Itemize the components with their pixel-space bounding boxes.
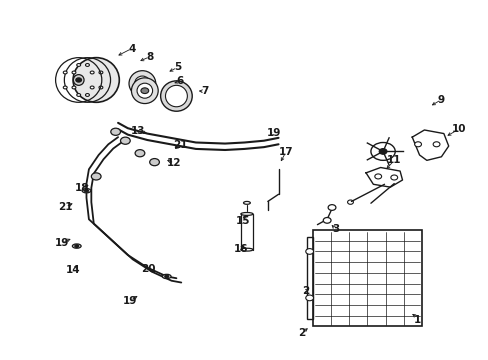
Text: 14: 14	[66, 265, 81, 275]
Bar	[306, 237, 312, 319]
Text: 21: 21	[173, 140, 187, 150]
Circle shape	[99, 71, 102, 74]
Ellipse shape	[73, 58, 119, 102]
Circle shape	[75, 245, 79, 248]
Circle shape	[138, 81, 146, 86]
Text: 2: 2	[301, 287, 308, 296]
Ellipse shape	[73, 75, 84, 85]
Circle shape	[63, 86, 67, 89]
Text: 12: 12	[167, 158, 182, 168]
Text: 15: 15	[236, 216, 250, 226]
Circle shape	[84, 189, 88, 192]
Ellipse shape	[134, 76, 150, 91]
Text: 11: 11	[386, 156, 401, 165]
Circle shape	[374, 174, 381, 179]
Circle shape	[305, 295, 313, 301]
Text: 9: 9	[437, 95, 444, 105]
Ellipse shape	[137, 83, 152, 98]
Text: 1: 1	[413, 315, 420, 325]
Ellipse shape	[129, 71, 156, 96]
Circle shape	[90, 86, 94, 89]
Ellipse shape	[162, 274, 171, 279]
Circle shape	[85, 64, 89, 66]
Circle shape	[99, 86, 102, 89]
Circle shape	[76, 78, 81, 82]
Circle shape	[77, 94, 81, 96]
Ellipse shape	[131, 78, 158, 104]
Text: 17: 17	[278, 147, 292, 157]
Circle shape	[432, 142, 439, 147]
Text: 2: 2	[298, 328, 305, 338]
Text: 3: 3	[332, 224, 339, 234]
Text: 19: 19	[123, 296, 137, 306]
Text: 10: 10	[451, 124, 466, 134]
Circle shape	[120, 137, 130, 144]
Text: 5: 5	[173, 63, 181, 72]
Circle shape	[135, 150, 144, 157]
Circle shape	[90, 71, 94, 74]
Circle shape	[323, 217, 330, 223]
Text: 4: 4	[128, 44, 135, 54]
Circle shape	[390, 175, 397, 180]
Circle shape	[327, 204, 335, 210]
Text: 16: 16	[233, 244, 247, 253]
Text: 13: 13	[131, 126, 145, 136]
Text: 8: 8	[146, 52, 153, 62]
Text: 21: 21	[58, 202, 73, 212]
Circle shape	[111, 128, 120, 135]
Circle shape	[72, 71, 76, 74]
Text: 7: 7	[201, 86, 208, 96]
Circle shape	[63, 71, 67, 74]
Circle shape	[378, 149, 386, 154]
Bar	[312, 230, 421, 327]
Ellipse shape	[72, 244, 81, 248]
Circle shape	[72, 86, 76, 89]
Circle shape	[91, 173, 101, 180]
Circle shape	[77, 64, 81, 66]
Ellipse shape	[165, 85, 187, 107]
Circle shape	[149, 158, 159, 166]
Ellipse shape	[82, 189, 91, 193]
Text: 6: 6	[176, 76, 183, 86]
Circle shape	[414, 142, 421, 147]
Text: 18: 18	[74, 183, 89, 193]
Text: 20: 20	[141, 264, 155, 274]
Circle shape	[164, 275, 168, 278]
Circle shape	[85, 94, 89, 96]
Ellipse shape	[160, 81, 192, 111]
Circle shape	[141, 88, 148, 94]
Text: 19: 19	[266, 128, 280, 138]
Text: 19: 19	[55, 238, 69, 248]
Circle shape	[305, 249, 313, 254]
